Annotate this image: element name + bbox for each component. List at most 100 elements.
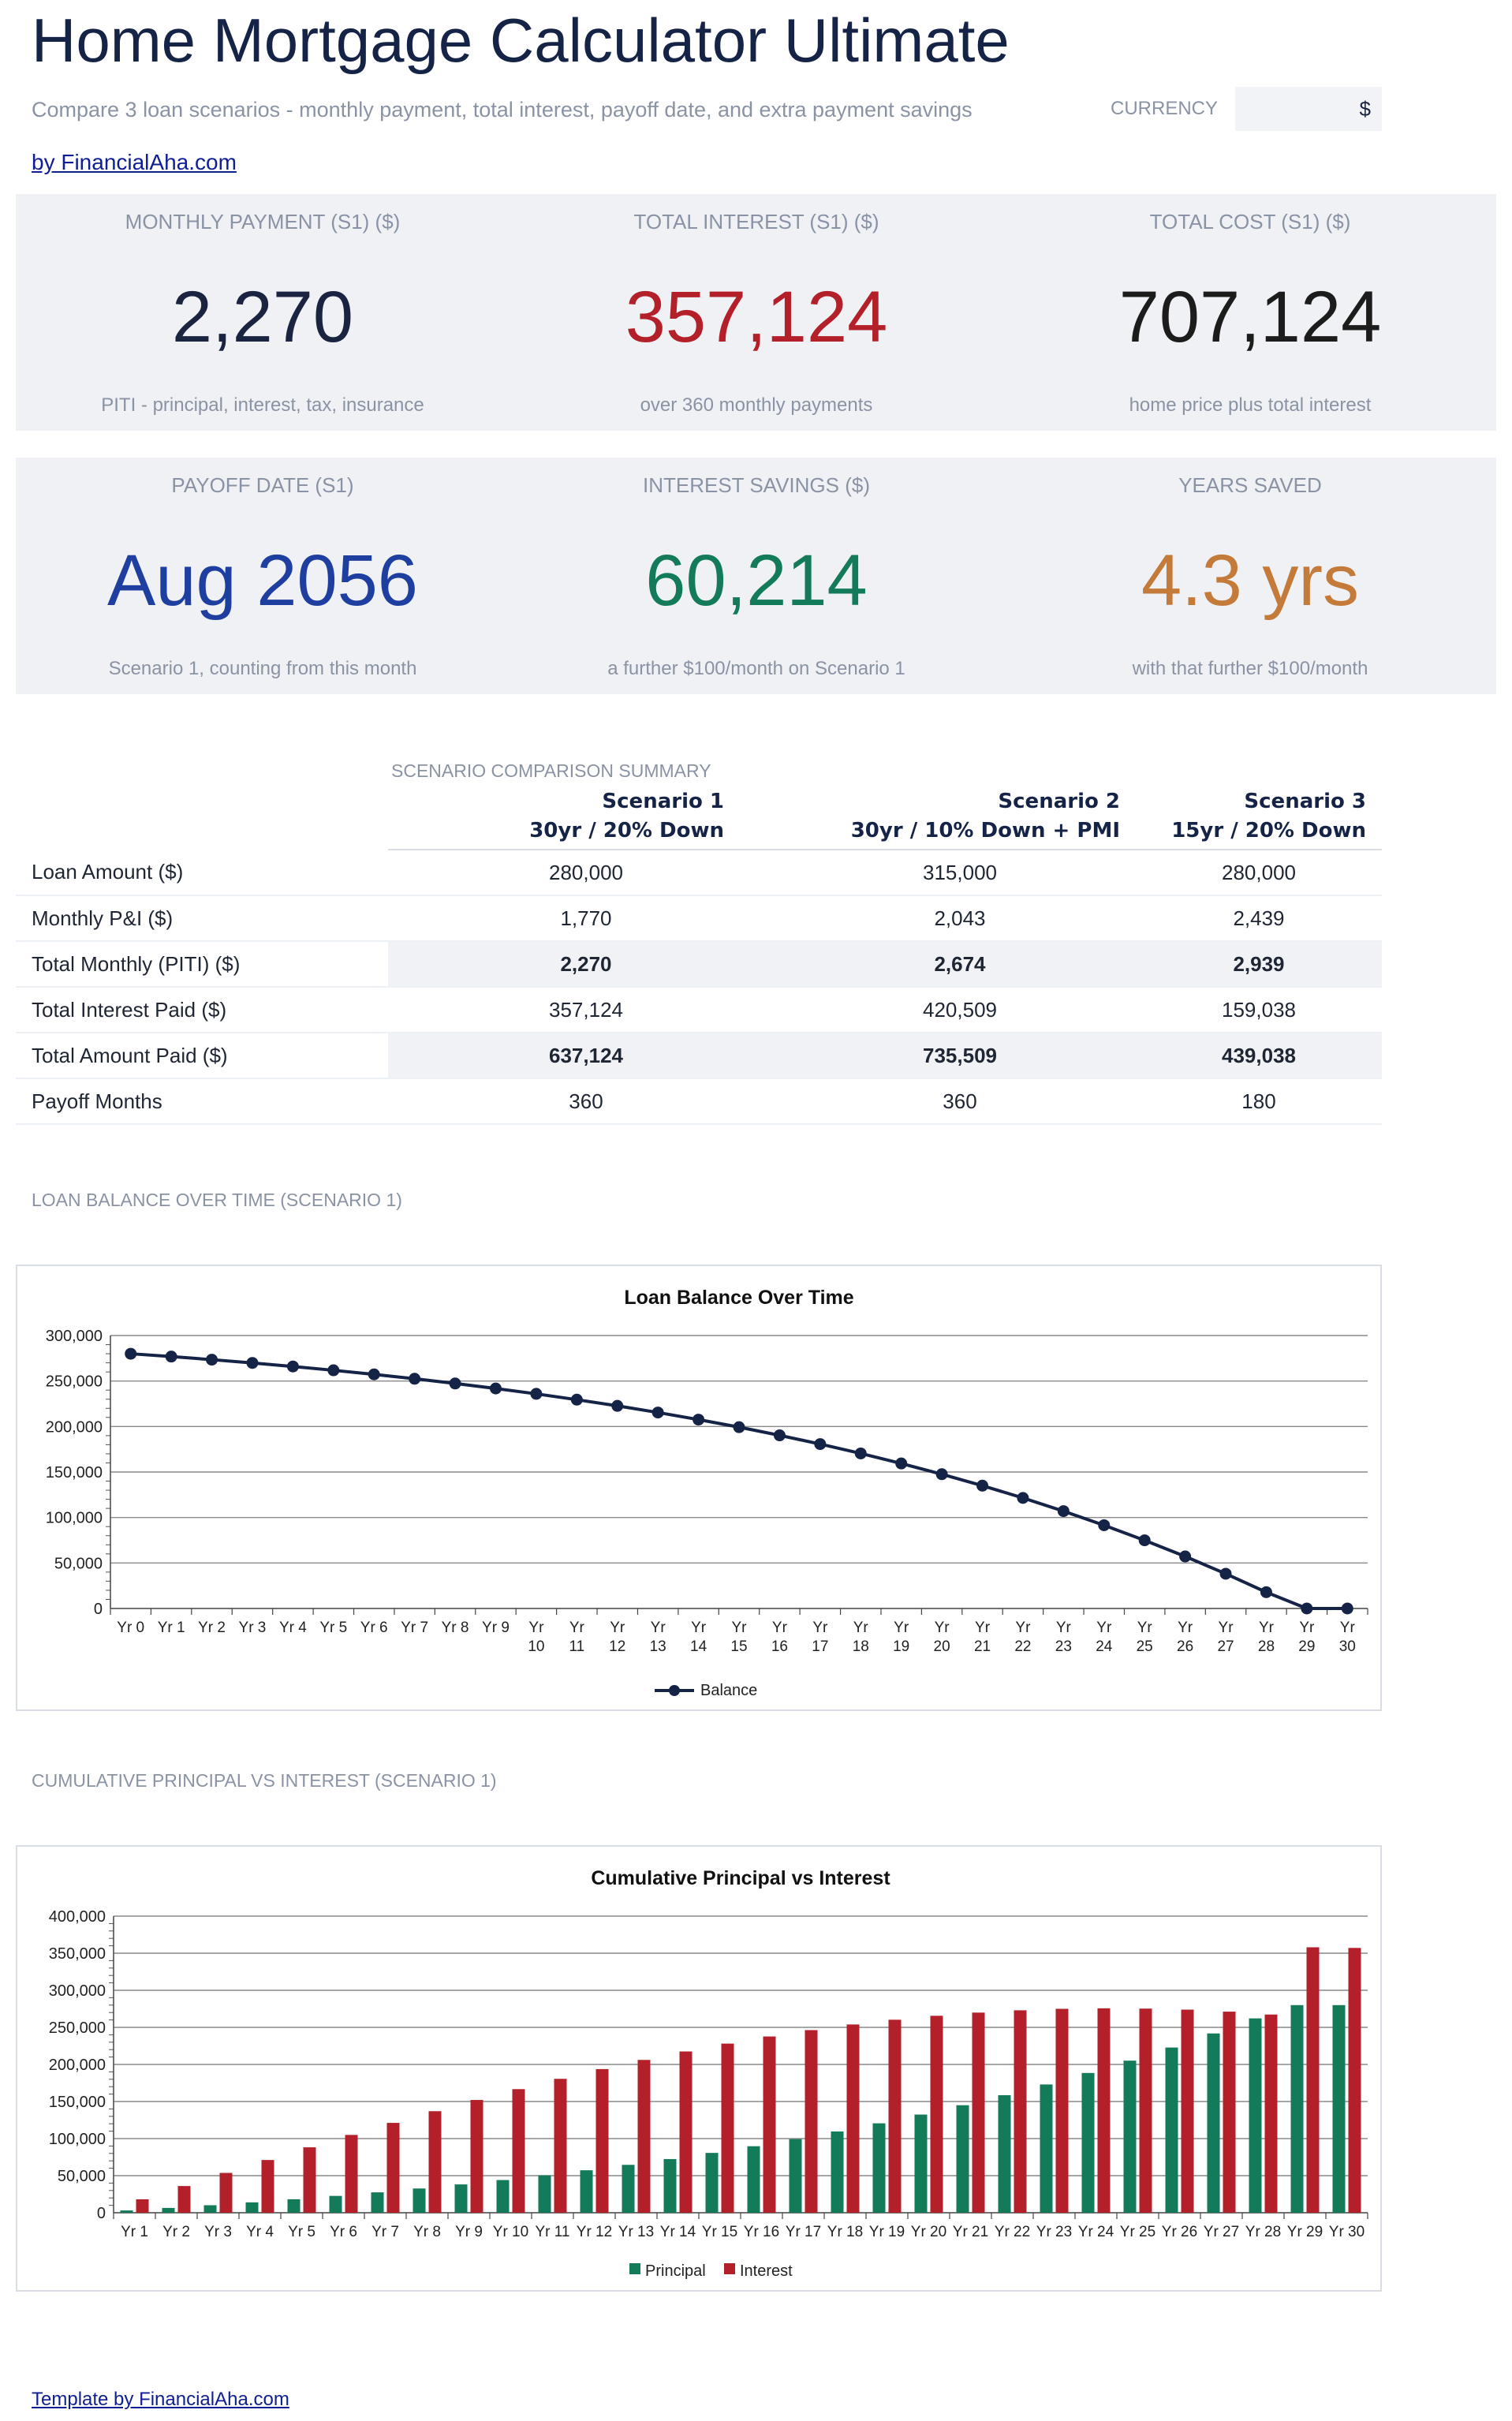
x-tick-label: Yr 15 — [730, 1620, 747, 1655]
row-label: Total Monthly (PITI) ($) — [16, 941, 388, 988]
table-row: Loan Amount ($) 280,000 315,000 280,000 — [16, 850, 1382, 896]
x-tick-label: Yr 11 — [569, 1620, 584, 1655]
kpi-value: 707,124 — [1118, 277, 1382, 357]
balance-data-point — [1179, 1550, 1192, 1563]
kpi-row-1: MONTHLY PAYMENT (S1) ($) 2,270 PITI - pr… — [16, 194, 1496, 431]
x-tick-label: Yr 12 — [609, 1620, 625, 1655]
chart-title: Loan Balance Over Time — [624, 1287, 853, 1309]
x-tick-label: Yr 28 — [1245, 2224, 1281, 2240]
interest-bar — [177, 2186, 191, 2213]
kpi-subtext: Scenario 1, counting from this month — [108, 658, 417, 679]
page-title: Home Mortgage Calculator Ultimate — [32, 6, 1010, 75]
balance-data-point — [935, 1468, 948, 1481]
x-tick-label: Yr 30 — [1329, 2224, 1365, 2240]
x-tick-label: Yr 1 — [158, 1620, 185, 1636]
footer-template-link[interactable]: Template by FinancialAha.com — [32, 2389, 289, 2410]
x-tick-label: Yr 26 — [1162, 2224, 1197, 2240]
cell-scenario-3: 2,439 — [1136, 895, 1382, 942]
principal-bar — [1249, 2018, 1262, 2213]
balance-data-point — [165, 1351, 177, 1363]
x-tick-label: Yr 17 — [786, 2224, 821, 2240]
kpi-payoff-date: PAYOFF DATE (S1) Aug 2056 Scenario 1, co… — [16, 458, 510, 694]
cell-scenario-2: 315,000 — [784, 850, 1136, 896]
x-tick-label: Yr 24 — [1078, 2224, 1114, 2240]
x-tick-label: Yr 2 — [162, 2224, 190, 2240]
kpi-subtext: with that further $100/month — [1132, 658, 1368, 679]
interest-bar — [554, 2079, 567, 2213]
principal-bar — [1207, 2033, 1220, 2213]
principal-bar — [1332, 2004, 1346, 2213]
y-tick-label: 250,000 — [46, 1373, 103, 1391]
table-row: Total Amount Paid ($) 637,124 735,509 43… — [16, 1033, 1382, 1079]
balance-data-point — [895, 1457, 908, 1470]
x-tick-label: Yr 21 — [953, 2224, 988, 2240]
interest-bar — [303, 2147, 316, 2213]
interest-bar — [888, 2019, 902, 2213]
interest-bar — [1306, 1947, 1320, 2213]
balance-data-point — [1301, 1602, 1313, 1615]
row-label: Total Interest Paid ($) — [16, 987, 388, 1033]
by-financialaha-link[interactable]: by FinancialAha.com — [32, 150, 237, 174]
x-tick-label: Yr 12 — [577, 2224, 612, 2240]
x-tick-label: Yr 2 — [198, 1620, 226, 1636]
x-tick-label: Yr 8 — [442, 1620, 469, 1636]
interest-bar — [930, 2016, 943, 2213]
row-label: Payoff Months — [16, 1078, 388, 1125]
y-tick-label: 200,000 — [46, 1418, 103, 1436]
x-tick-label: Yr 1 — [121, 2224, 148, 2240]
cell-scenario-2: 2,674 — [784, 941, 1136, 988]
x-tick-label: Yr 14 — [690, 1620, 707, 1655]
interest-bar — [679, 2051, 693, 2213]
balance-data-point — [570, 1393, 583, 1406]
y-tick-label: 150,000 — [49, 2094, 106, 2111]
empty-header-cell — [16, 781, 388, 850]
kpi-value: 2,270 — [171, 277, 354, 357]
x-tick-label: Yr 30 — [1339, 1620, 1356, 1655]
x-tick-label: Yr 18 — [827, 2224, 863, 2240]
currency-input[interactable]: $ — [1235, 87, 1382, 131]
x-tick-label: Yr 0 — [117, 1620, 144, 1636]
x-tick-label: Yr 5 — [288, 2224, 315, 2240]
cell-scenario-2: 2,043 — [784, 895, 1136, 942]
kpi-years-saved: YEARS SAVED 4.3 yrs with that further $1… — [1003, 458, 1497, 694]
cell-scenario-1: 360 — [388, 1078, 784, 1125]
table-row: Total Interest Paid ($) 357,124 420,509 … — [16, 987, 1382, 1033]
interest-bar — [637, 2060, 651, 2213]
table-row: Payoff Months 360 360 180 — [16, 1078, 1382, 1125]
comparison-section-label: SCENARIO COMPARISON SUMMARY — [391, 760, 711, 781]
principal-bar — [622, 2165, 635, 2213]
x-tick-label: Yr 27 — [1204, 2224, 1239, 2240]
balance-data-point — [1260, 1586, 1272, 1598]
x-tick-label: Yr 29 — [1287, 2224, 1323, 2240]
kpi-value: 357,124 — [625, 277, 888, 357]
legend-swatch-interest — [724, 2263, 735, 2274]
y-tick-label: 100,000 — [49, 2131, 106, 2148]
x-tick-label: Yr 16 — [771, 1620, 788, 1655]
principal-bar — [496, 2180, 510, 2213]
principal-bar — [789, 2139, 802, 2213]
cell-scenario-1: 357,124 — [388, 987, 784, 1033]
balance-data-point — [773, 1429, 786, 1442]
balance-section-label: LOAN BALANCE OVER TIME (SCENARIO 1) — [32, 1190, 402, 1210]
x-tick-label: Yr 6 — [330, 2224, 357, 2240]
interest-bar — [512, 2089, 525, 2213]
scenario-2-header: Scenario 2 30yr / 10% Down + PMI — [784, 781, 1136, 850]
kpi-label: INTEREST SAVINGS ($) — [643, 473, 870, 497]
x-tick-label: Yr 22 — [1014, 1620, 1031, 1655]
x-tick-label: Yr 4 — [246, 2224, 274, 2240]
principal-bar — [538, 2175, 551, 2213]
row-label: Total Amount Paid ($) — [16, 1033, 388, 1079]
scenario-3-header: Scenario 3 15yr / 20% Down — [1136, 781, 1382, 850]
principal-bar — [956, 2105, 969, 2213]
cell-scenario-3: 180 — [1136, 1078, 1382, 1125]
x-tick-label: Yr 20 — [934, 1620, 950, 1655]
scenario-1-header: Scenario 1 30yr / 20% Down — [388, 781, 784, 850]
scenario-name: Scenario 3 — [1244, 790, 1366, 813]
y-tick-label: 0 — [97, 2205, 106, 2222]
kpi-value: 4.3 yrs — [1141, 540, 1360, 621]
currency-label: CURRENCY — [1111, 98, 1219, 119]
balance-data-point — [327, 1364, 340, 1377]
y-tick-label: 50,000 — [58, 2168, 106, 2185]
cell-scenario-3: 159,038 — [1136, 987, 1382, 1033]
balance-data-point — [206, 1354, 218, 1366]
